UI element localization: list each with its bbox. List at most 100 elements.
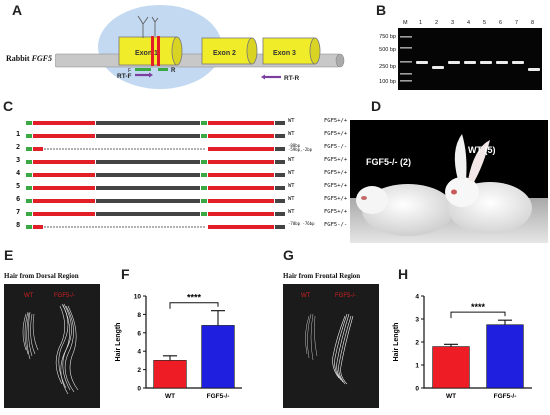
exon-3-label: Exon 3 bbox=[273, 50, 296, 57]
ladder-500: 500 bp bbox=[379, 47, 396, 53]
y-tick-label: 0 bbox=[137, 386, 141, 393]
chart-f: Hair Length 0 2 4 6 8 10 WT FGF5-/- **** bbox=[115, 293, 242, 400]
sequence-genotype: FGF5+/+ bbox=[324, 209, 348, 215]
sequence-graphic bbox=[26, 212, 285, 216]
significance-bracket bbox=[450, 311, 506, 319]
x-tick-label: FGF5-/- bbox=[207, 393, 230, 400]
gene-name: FGF5 bbox=[31, 54, 53, 63]
sgrna-icon bbox=[137, 15, 159, 38]
panel-a-letter: A bbox=[12, 2, 23, 18]
significance-bracket bbox=[169, 302, 219, 309]
ladder-band-4 bbox=[400, 80, 412, 82]
dorsal-tag-wt: WT bbox=[24, 293, 34, 299]
rt-r-label: RT-R bbox=[284, 75, 299, 82]
sequence-row-number: 2 bbox=[16, 143, 21, 151]
label-fgf5-ko: FGF5-/- (2) bbox=[366, 157, 411, 167]
sequence-genotype: FGF5+/+ bbox=[324, 170, 348, 176]
sequence-genotype: FGF5+/+ bbox=[324, 118, 348, 124]
panel-b-letter: B bbox=[376, 2, 387, 18]
y-tick-label: 4 bbox=[137, 349, 141, 356]
panel-c-letter: C bbox=[3, 98, 14, 114]
frontal-hair-photo: WT FGF5-/- bbox=[283, 284, 379, 408]
bar-FGF5-/- bbox=[486, 324, 524, 389]
gel-band-lane-2 bbox=[432, 66, 444, 69]
gel-lane-label-2: 2 bbox=[435, 20, 439, 26]
frontal-tag-ko: FGF5-/- bbox=[335, 293, 356, 299]
shaft-end bbox=[335, 53, 345, 68]
rabbit-wt bbox=[445, 134, 532, 234]
gel-band-lane-7 bbox=[512, 61, 524, 64]
y-tick-label: 4 bbox=[415, 294, 419, 301]
sequence-row: 3 WT FGF5+/+ bbox=[12, 156, 352, 167]
sequence-row: 7 WT FGF5+/+ bbox=[12, 208, 352, 219]
sequence-row-number: 1 bbox=[16, 130, 21, 138]
ladder-band-2 bbox=[400, 61, 412, 63]
ladder-band-1 bbox=[400, 47, 412, 49]
dorsal-hair-photo: WT FGF5-/- bbox=[4, 284, 100, 408]
sequence-genotype: FGF5+/+ bbox=[324, 131, 348, 137]
significance-stars: **** bbox=[471, 302, 486, 312]
sequence-row-number: 6 bbox=[16, 195, 21, 203]
gene-label: Rabbit FGF5 bbox=[6, 54, 52, 63]
ladder-band-0 bbox=[400, 36, 412, 38]
gel-band-lane-4 bbox=[464, 61, 476, 64]
y-tick-label: 1 bbox=[415, 363, 419, 370]
exon-2: Exon 2 bbox=[201, 37, 258, 65]
y-axis-label: Hair Length bbox=[393, 323, 400, 362]
ladder-750: 750 bp bbox=[379, 34, 396, 40]
gel-lane-label-M: M bbox=[403, 20, 408, 26]
sequence-status: WT bbox=[288, 196, 295, 202]
panel-d-letter: D bbox=[371, 98, 382, 114]
chart-h: Hair Length 0 1 2 3 4 WT FGF5-/- **** bbox=[393, 294, 532, 400]
panel-g-title: Hair from Frontal Region bbox=[283, 272, 361, 280]
sequence-genotype: FGF5-/- bbox=[324, 222, 348, 228]
y-tick-label: 2 bbox=[415, 340, 419, 347]
exon-1-label: Exon 1 bbox=[135, 50, 158, 57]
sequence-genotype: FGF5-/- bbox=[324, 144, 348, 150]
y-axis-label: Hair Length bbox=[115, 323, 122, 362]
error-bar-WT bbox=[444, 343, 458, 347]
gene-diagram: Exon 1 Exon 2 Exon 3 RT-F R F RT-R bbox=[55, 5, 345, 89]
sequence-row: 6 WT FGF5+/+ bbox=[12, 195, 352, 206]
exon-3: Exon 3 bbox=[262, 37, 321, 65]
x-tick-label: WT bbox=[446, 393, 456, 400]
dorsal-tag-ko: FGF5-/- bbox=[54, 293, 75, 299]
bar-WT bbox=[432, 346, 470, 389]
x-tick-label: FGF5-/- bbox=[494, 393, 517, 400]
sequence-genotype: FGF5+/+ bbox=[324, 196, 348, 202]
r-label: R bbox=[171, 68, 176, 74]
y-tick-label: 10 bbox=[134, 294, 142, 301]
sequence-row: 2 -88bp -59bp,-2bp FGF5-/- bbox=[12, 143, 352, 154]
sequence-row: 1 WT FGF5+/+ bbox=[12, 130, 352, 141]
sequence-status: WT bbox=[288, 118, 295, 124]
exon-1: Exon 1 bbox=[118, 36, 183, 66]
f-label: F bbox=[128, 68, 131, 74]
sequence-graphic bbox=[26, 173, 285, 177]
y-tick-label: 6 bbox=[137, 330, 141, 337]
gel-lane-label-5: 5 bbox=[483, 20, 487, 26]
rabbit-fgf5-ko bbox=[356, 184, 454, 236]
rt-f-label: RT-F bbox=[117, 73, 131, 80]
significance-stars: **** bbox=[187, 293, 202, 303]
gel-band-lane-8 bbox=[528, 68, 540, 71]
sequence-row-number: 3 bbox=[16, 156, 21, 164]
gel-band-lane-5 bbox=[480, 61, 492, 64]
sequence-status: WT bbox=[288, 209, 295, 215]
sequence-status: -88bp -59bp,-2bp bbox=[288, 143, 313, 152]
gel-lane-label-3: 3 bbox=[451, 20, 455, 26]
gel-lane-labels: M 1 2 3 4 5 6 7 8 bbox=[398, 20, 542, 28]
exon-2-label: Exon 2 bbox=[213, 50, 236, 57]
sequence-status: WT bbox=[288, 131, 295, 137]
gene-prefix: Rabbit bbox=[6, 54, 32, 63]
rt-r-primer: RT-R bbox=[261, 74, 299, 82]
bar-WT bbox=[153, 360, 187, 389]
sequence-graphic bbox=[26, 186, 285, 190]
sequence-row-number: 5 bbox=[16, 182, 21, 190]
gel-lane-label-1: 1 bbox=[419, 20, 423, 26]
sequence-graphic bbox=[26, 147, 285, 151]
sequence-row: 8 -70bp -76bp FGF5-/- bbox=[12, 221, 352, 232]
sequence-graphic bbox=[26, 225, 285, 229]
gel-lane-label-6: 6 bbox=[499, 20, 503, 26]
sequence-graphic bbox=[26, 121, 285, 125]
y-tick-label: 2 bbox=[137, 367, 141, 374]
